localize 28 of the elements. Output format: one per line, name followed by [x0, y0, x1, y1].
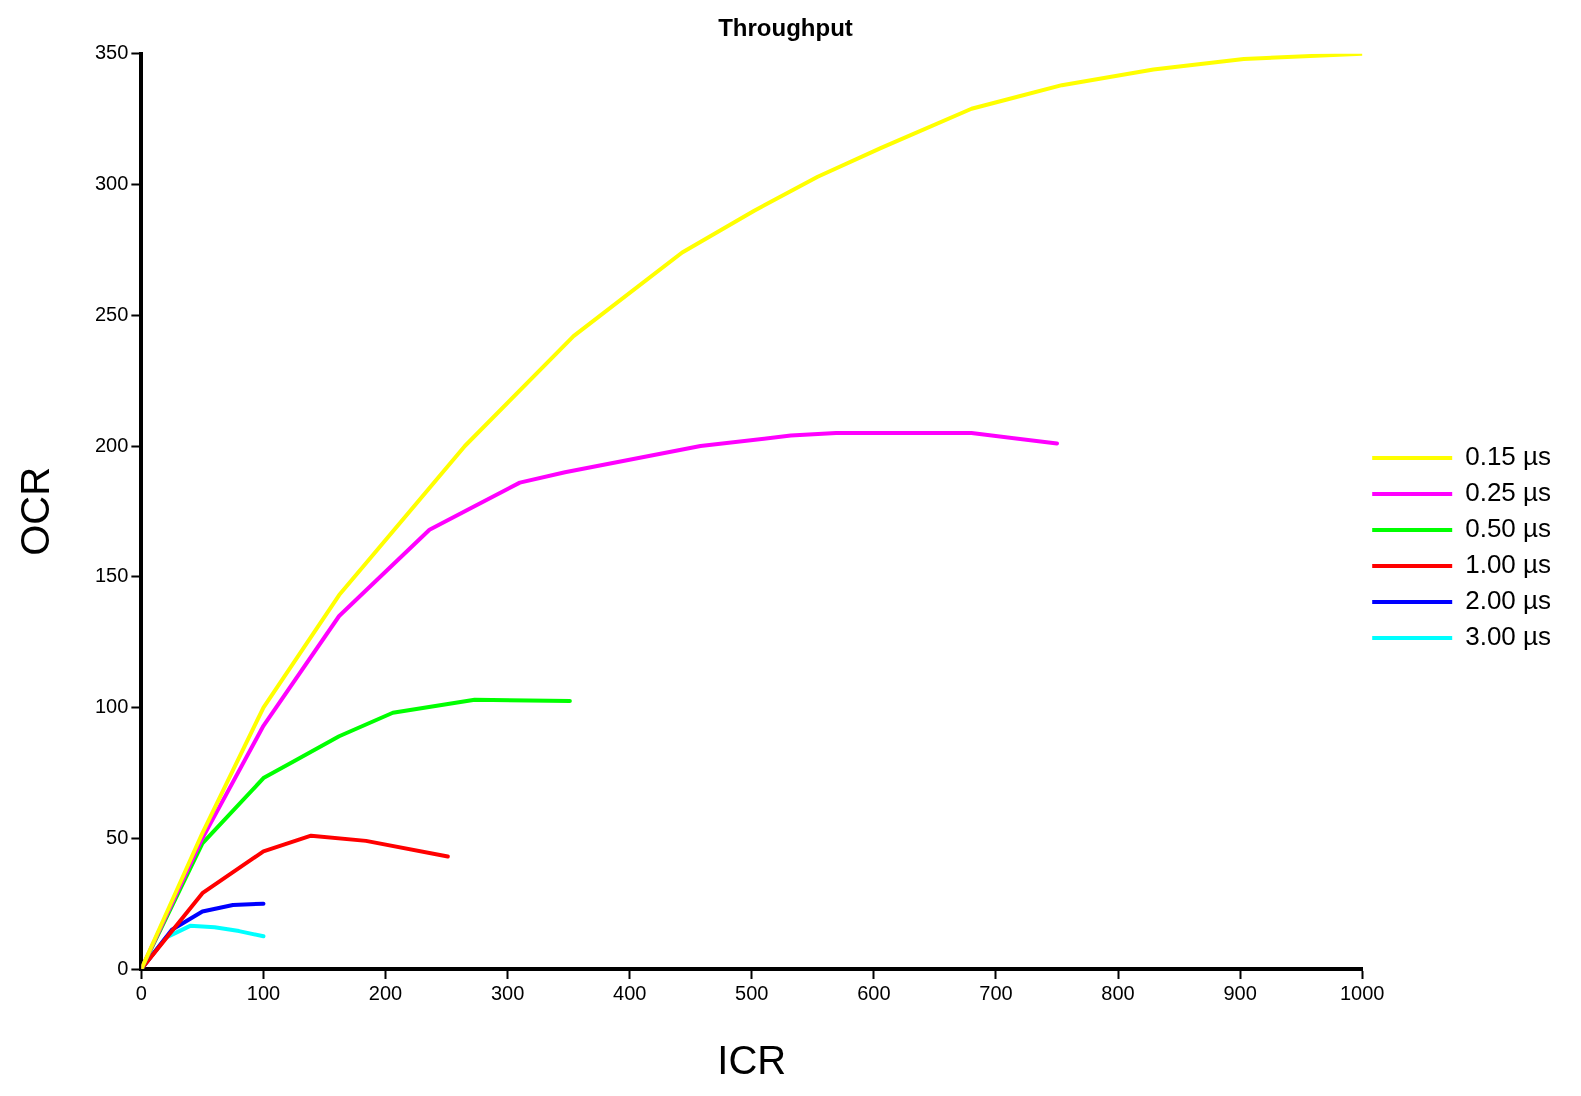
x-tick-label: 100 — [246, 981, 281, 1004]
x-tick-label: 600 — [857, 981, 891, 1004]
x-axis-title: ICR — [717, 1038, 787, 1083]
x-tick-label: 700 — [979, 981, 1013, 1004]
legend-label: 0.15 µs — [1465, 441, 1551, 472]
legend-label: 0.25 µs — [1465, 477, 1551, 508]
x-tick-label: 1000 — [1339, 981, 1385, 1004]
chart-title: Throughput — [718, 14, 853, 42]
y-tick-label: 0 — [117, 956, 129, 979]
legend-label: 1.00 µs — [1465, 549, 1551, 580]
legend-label: 0.50 µs — [1465, 513, 1551, 544]
y-tick-label: 200 — [94, 433, 129, 456]
y-tick-label: 150 — [94, 564, 129, 587]
x-tick-label: 500 — [735, 981, 769, 1004]
legend-label: 3.00 µs — [1465, 621, 1551, 652]
y-tick-label: 350 — [94, 41, 129, 64]
y-tick-label: 300 — [94, 172, 129, 195]
x-tick-label: 200 — [368, 981, 403, 1004]
legend-label: 2.00 µs — [1465, 585, 1551, 616]
y-tick-label: 250 — [94, 302, 129, 325]
x-tick-label: 800 — [1101, 981, 1135, 1004]
y-axis-title: OCR — [13, 466, 58, 556]
y-tick-label: 100 — [94, 695, 129, 718]
y-tick-label: 50 — [106, 825, 129, 848]
x-tick-label: 0 — [135, 981, 147, 1004]
x-tick-label: 300 — [490, 981, 525, 1004]
x-tick-label: 400 — [613, 981, 647, 1004]
x-tick-label: 900 — [1223, 981, 1257, 1004]
